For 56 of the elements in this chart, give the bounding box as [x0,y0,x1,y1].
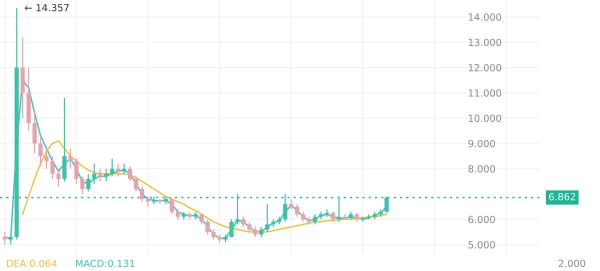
candlestick [360,216,365,222]
candlestick [247,221,252,233]
candlestick [235,193,240,225]
candlestick [110,158,114,177]
candlestick [372,211,377,220]
candlestick [206,218,210,236]
candlestick [56,168,61,187]
text: DEA:0.064 [6,260,57,268]
y-tick-label: 9.000 [468,140,495,148]
candlestick [253,226,258,238]
candlestick [330,211,336,222]
candlestick [122,163,126,174]
candlestick [146,196,150,208]
candlestick [128,166,132,182]
y-tick-label: 11.000 [468,89,502,97]
candlestick [170,197,174,215]
candlestick [44,148,49,170]
candlestick [80,176,84,195]
candlestick [50,156,55,180]
candlestick [86,173,90,192]
candlestick [116,163,120,177]
ref-line-label: 6.862 [549,192,576,200]
candlestick [241,216,246,228]
candlestick [176,208,180,220]
candlestick [283,193,288,222]
candlestick [38,135,43,167]
candlestick [104,168,108,182]
candlestick [301,211,306,222]
candlestick [336,196,342,222]
candlestick [188,211,192,220]
candlestick [134,176,138,192]
candlestick [289,198,294,210]
y-tick-label: 8.000 [468,165,495,173]
candlestick [265,204,270,233]
y-tick-label: 12.000 [468,64,502,72]
annotation: ← 14.357 [24,4,69,12]
candlestick [74,158,78,184]
candlestick [140,186,144,202]
y-tick-label: 10.000 [468,114,502,122]
y-tick-label: 13.000 [468,38,502,46]
candlestick [312,214,318,225]
text: MACD:0.131 [76,260,134,268]
y-tick-label: 6.000 [468,216,495,224]
text: 2.000 [558,260,586,268]
candlestick [2,231,7,246]
candlestick [68,148,72,170]
y-tick-label: 5.000 [468,241,495,248]
candlestick [182,211,186,220]
candlestick [98,168,102,182]
candlestick [32,110,37,154]
candlestick [92,163,96,184]
y-tick-label: 14.000 [468,13,502,21]
candlestick [295,204,300,218]
candlestick [194,211,198,220]
candlestick [212,228,216,240]
candlestick [62,97,67,182]
